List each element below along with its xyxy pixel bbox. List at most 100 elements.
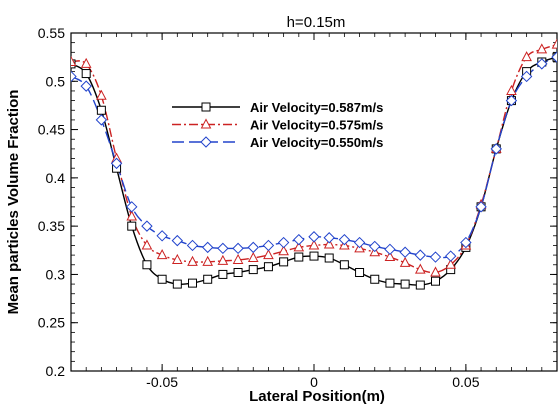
data-point xyxy=(171,234,184,247)
data-point xyxy=(369,240,381,253)
data-point xyxy=(415,280,425,290)
y-tick-label: 0.45 xyxy=(38,122,65,138)
data-point xyxy=(233,267,243,277)
legend-marker xyxy=(200,136,212,148)
plot-frame xyxy=(70,32,558,372)
data-point xyxy=(323,238,335,249)
y-tick-label: 0.25 xyxy=(38,315,65,331)
data-point xyxy=(506,84,517,95)
data-point xyxy=(203,274,213,284)
data-point xyxy=(414,263,426,274)
data-point xyxy=(80,80,92,92)
data-point xyxy=(188,278,197,288)
data-point xyxy=(232,242,244,255)
data-point xyxy=(217,242,229,255)
data-point xyxy=(505,94,518,107)
data-point xyxy=(551,38,557,49)
x-tick-label: -0.05 xyxy=(146,374,178,390)
data-point xyxy=(156,249,168,260)
data-point xyxy=(308,231,320,243)
data-point xyxy=(338,233,351,246)
data-point xyxy=(80,57,92,68)
data-point xyxy=(309,251,319,261)
data-point xyxy=(263,262,273,272)
data-point xyxy=(293,241,305,252)
data-point xyxy=(127,221,137,231)
data-point xyxy=(355,267,365,277)
data-point xyxy=(263,249,274,260)
chart-legend: Air Velocity=0.587m/s Air Velocity=0.575m… xyxy=(166,95,452,154)
data-point xyxy=(171,253,183,264)
series-line-1 xyxy=(71,56,557,286)
chart-title: h=0.15m xyxy=(287,14,346,31)
data-point xyxy=(96,105,106,115)
legend-item: Air Velocity=0.550m/s xyxy=(172,135,383,150)
y-tick-label: 0.35 xyxy=(38,218,65,234)
legend-item: Air Velocity=0.587m/s xyxy=(172,100,383,115)
data-point xyxy=(370,274,380,284)
series-markers-1 xyxy=(71,52,557,290)
data-point xyxy=(308,239,320,250)
data-point xyxy=(429,251,442,263)
series-markers xyxy=(71,38,557,290)
data-point xyxy=(536,43,548,54)
legend-label: Air Velocity=0.587m/s xyxy=(250,100,383,115)
series-markers-3 xyxy=(71,51,557,263)
data-point xyxy=(95,114,108,126)
data-point xyxy=(156,230,168,242)
data-point xyxy=(521,51,532,62)
data-point xyxy=(460,236,472,249)
data-point xyxy=(324,253,334,263)
data-point xyxy=(353,236,366,249)
y-tick-label: 0.2 xyxy=(46,363,66,379)
data-point xyxy=(186,239,199,252)
data-point xyxy=(172,279,182,289)
data-point xyxy=(384,250,396,262)
y-axis-title: Mean particles Volume Fraction xyxy=(5,90,22,315)
data-point xyxy=(126,210,138,221)
legend-marker xyxy=(200,118,212,129)
data-point xyxy=(157,274,167,284)
data-point xyxy=(232,253,244,264)
legend-item: Air Velocity=0.575m/s xyxy=(172,118,383,133)
data-point xyxy=(551,51,557,63)
data-point xyxy=(110,157,123,170)
data-point xyxy=(201,241,214,254)
data-point xyxy=(218,269,228,279)
axis-ticks: 0.2 0.25 0.3 0.35 0.4 0.45 0.5 0.55 -0.05 0 0.05 xyxy=(38,25,557,390)
data-point xyxy=(444,250,457,262)
data-point xyxy=(262,239,275,252)
data-point xyxy=(277,236,290,249)
data-point xyxy=(141,239,153,250)
data-point xyxy=(385,278,395,288)
data-point xyxy=(399,256,411,267)
data-point xyxy=(96,89,107,100)
data-point xyxy=(414,249,427,261)
data-point xyxy=(247,241,259,254)
data-point xyxy=(323,232,335,244)
x-tick-label: 0 xyxy=(310,374,318,390)
data-point xyxy=(475,201,487,213)
data-point xyxy=(247,251,259,263)
data-point xyxy=(430,266,441,277)
legend-marker xyxy=(201,102,211,112)
data-point xyxy=(217,254,229,265)
data-point xyxy=(400,279,410,289)
data-point xyxy=(490,143,502,155)
data-point xyxy=(141,220,153,232)
data-point xyxy=(142,260,152,270)
y-tick-label: 0.5 xyxy=(46,73,66,89)
data-point xyxy=(71,55,77,66)
legend-label: Air Velocity=0.550m/s xyxy=(250,135,383,150)
data-point xyxy=(293,233,305,246)
data-point xyxy=(520,70,533,83)
data-point xyxy=(339,260,349,270)
data-point xyxy=(399,246,411,258)
data-point xyxy=(536,58,548,70)
data-point xyxy=(187,255,198,266)
data-point xyxy=(431,276,440,286)
y-tick-label: 0.3 xyxy=(46,266,66,282)
data-point xyxy=(71,70,77,83)
data-point xyxy=(126,201,138,213)
